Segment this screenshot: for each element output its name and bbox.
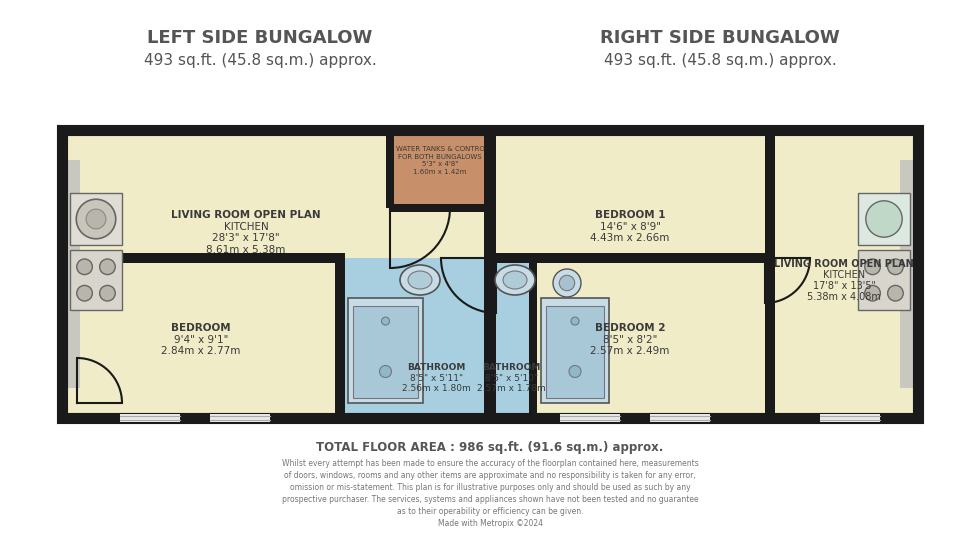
Text: WATER TANKS & CONTRO: WATER TANKS & CONTRO [396, 146, 484, 152]
Bar [340, 258, 533, 418]
Bar [490, 258, 533, 418]
Bar [70, 193, 122, 245]
Text: 2.57m x 1.78m: 2.57m x 1.78m [477, 384, 546, 393]
Bar [858, 193, 910, 245]
Circle shape [553, 269, 581, 297]
Ellipse shape [408, 271, 432, 289]
Text: 493 sq.ft. (45.8 sq.m.) approx.: 493 sq.ft. (45.8 sq.m.) approx. [144, 53, 376, 67]
Bar [900, 160, 918, 388]
Text: 5.38m x 4.08m: 5.38m x 4.08m [808, 292, 881, 301]
Text: TOTAL FLOOR AREA : 986 sq.ft. (91.6 sq.m.) approx.: TOTAL FLOOR AREA : 986 sq.ft. (91.6 sq.m… [317, 442, 663, 454]
Text: 1.60m x 1.42m: 1.60m x 1.42m [414, 169, 466, 175]
Text: 4.43m x 2.66m: 4.43m x 2.66m [590, 233, 669, 243]
Bar [353, 306, 418, 398]
Bar [765, 130, 775, 418]
Bar [858, 250, 910, 310]
Text: BATHROOM: BATHROOM [408, 363, 466, 373]
Bar [72, 253, 345, 263]
Text: 9'4" x 9'1": 9'4" x 9'1" [173, 335, 228, 345]
Circle shape [76, 286, 92, 301]
Circle shape [864, 286, 880, 301]
Text: as to their operability or efficiency can be given.: as to their operability or efficiency ca… [397, 506, 583, 516]
Text: 14'6" x 8'9": 14'6" x 8'9" [600, 221, 661, 232]
Bar [650, 414, 710, 422]
Bar [390, 130, 490, 208]
Text: BEDROOM 1: BEDROOM 1 [595, 210, 665, 220]
Bar [560, 414, 620, 422]
Bar [62, 130, 918, 418]
Circle shape [560, 275, 574, 290]
Text: prospective purchaser. The services, systems and appliances shown have not been : prospective purchaser. The services, sys… [281, 494, 699, 504]
Ellipse shape [503, 271, 527, 289]
Text: 5'3" x 4'8": 5'3" x 4'8" [421, 162, 459, 168]
Text: of doors, windows, rooms and any other items are approximate and no responsibili: of doors, windows, rooms and any other i… [284, 471, 696, 480]
Text: BEDROOM: BEDROOM [172, 323, 231, 333]
Bar [335, 253, 345, 418]
Bar [210, 414, 270, 422]
Bar [495, 253, 770, 263]
Text: 17'8" x 13'5": 17'8" x 13'5" [812, 281, 875, 290]
Text: 28'3" x 17'8": 28'3" x 17'8" [213, 233, 280, 243]
Text: 8.61m x 5.38m: 8.61m x 5.38m [207, 245, 286, 255]
Text: 2.57m x 2.49m: 2.57m x 2.49m [590, 346, 669, 356]
Bar [62, 160, 80, 388]
Circle shape [86, 209, 106, 229]
Text: FOR BOTH BUNGALOWS: FOR BOTH BUNGALOWS [398, 154, 482, 160]
Bar [386, 130, 394, 208]
Circle shape [864, 259, 880, 275]
Bar [529, 253, 537, 418]
Circle shape [379, 366, 391, 378]
Text: BATHROOM: BATHROOM [482, 363, 541, 373]
Text: LEFT SIDE BUNGALOW: LEFT SIDE BUNGALOW [147, 29, 372, 47]
Circle shape [571, 317, 579, 325]
Text: 8'5" x 5'10": 8'5" x 5'10" [485, 374, 538, 383]
Circle shape [888, 286, 904, 301]
Circle shape [76, 199, 116, 239]
Circle shape [100, 286, 116, 301]
Bar [348, 298, 423, 403]
Text: Made with Metropix ©2024: Made with Metropix ©2024 [437, 518, 543, 528]
Text: LIVING ROOM OPEN PLAN: LIVING ROOM OPEN PLAN [172, 210, 320, 220]
Circle shape [865, 201, 903, 237]
Circle shape [100, 259, 116, 275]
Text: 2.56m x 1.80m: 2.56m x 1.80m [402, 384, 470, 393]
Circle shape [76, 259, 92, 275]
Text: 2.84m x 2.77m: 2.84m x 2.77m [162, 346, 241, 356]
Text: omission or mis-statement. This plan is for illustrative purposes only and shoul: omission or mis-statement. This plan is … [290, 482, 690, 492]
Text: Whilst every attempt has been made to ensure the accuracy of the floorplan conta: Whilst every attempt has been made to en… [281, 459, 699, 467]
Ellipse shape [400, 265, 440, 295]
Text: LIVING ROOM OPEN PLAN: LIVING ROOM OPEN PLAN [774, 259, 914, 269]
Bar [484, 130, 496, 418]
Text: 8'5" x 8'2": 8'5" x 8'2" [603, 335, 658, 345]
Bar [120, 414, 180, 422]
Circle shape [381, 317, 389, 325]
Bar [820, 414, 880, 422]
Bar [541, 298, 609, 403]
Text: 493 sq.ft. (45.8 sq.m.) approx.: 493 sq.ft. (45.8 sq.m.) approx. [604, 53, 836, 67]
Bar [546, 306, 604, 398]
Text: 8'5" x 5'11": 8'5" x 5'11" [410, 374, 464, 383]
Bar [390, 204, 490, 212]
Bar [62, 130, 918, 418]
Bar [70, 250, 122, 310]
Ellipse shape [495, 265, 535, 295]
Text: RIGHT SIDE BUNGALOW: RIGHT SIDE BUNGALOW [600, 29, 840, 47]
Text: KITCHEN: KITCHEN [223, 221, 269, 232]
Circle shape [888, 259, 904, 275]
Text: BEDROOM 2: BEDROOM 2 [595, 323, 665, 333]
Circle shape [569, 366, 581, 378]
Text: KITCHEN: KITCHEN [823, 270, 865, 280]
